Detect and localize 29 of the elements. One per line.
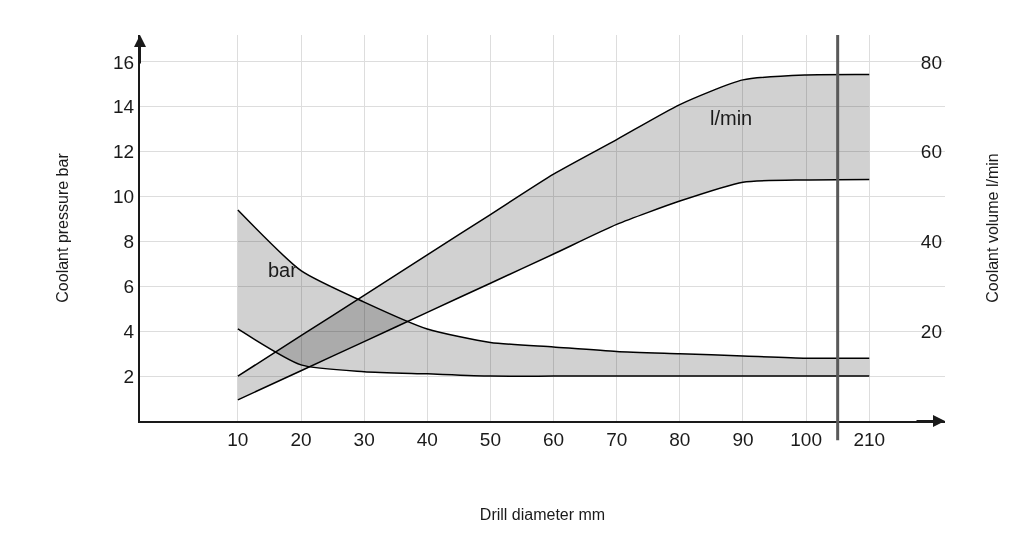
y-tick-label: 8 bbox=[123, 231, 135, 253]
y-tick-label: 6 bbox=[123, 276, 135, 297]
y-tick-label: 4 bbox=[123, 320, 135, 342]
x-tick-label: 210 bbox=[853, 428, 886, 450]
x-tick-label: 20 bbox=[290, 428, 312, 450]
x-axis-title: Drill diameter mm bbox=[479, 506, 606, 523]
y2-axis-title: Coolant volume l/min bbox=[983, 153, 1001, 303]
y-axis-title: Coolant pressure bar bbox=[54, 152, 72, 303]
series-label: l/min bbox=[710, 107, 753, 129]
series-label: bar bbox=[268, 259, 298, 281]
y2-tick-label: 40 bbox=[920, 231, 942, 253]
x-tick-label: 40 bbox=[416, 428, 438, 450]
x-tick-label: 10 bbox=[227, 428, 249, 450]
x-tick-label: 100 bbox=[790, 428, 822, 450]
y-tick-label: 10 bbox=[113, 186, 135, 208]
x-tick-label: 30 bbox=[353, 428, 375, 450]
x-tick-label: 80 bbox=[669, 428, 691, 450]
y-tick-label: 2 bbox=[123, 365, 135, 387]
y2-tick-label: 80 bbox=[920, 51, 942, 73]
y2-tick-label: 20 bbox=[920, 320, 942, 342]
y-tick-label: 16 bbox=[113, 51, 135, 73]
y2-tick-label: 60 bbox=[920, 141, 942, 163]
y-tick-label: 12 bbox=[113, 141, 135, 163]
x-tick-label: 90 bbox=[732, 428, 754, 450]
line-series bbox=[237, 178, 870, 401]
y-tick-label: 14 bbox=[113, 96, 135, 118]
x-tick-label: 50 bbox=[479, 428, 501, 450]
x-tick-label: 60 bbox=[542, 428, 565, 450]
x-tick-label: 70 bbox=[606, 428, 628, 450]
